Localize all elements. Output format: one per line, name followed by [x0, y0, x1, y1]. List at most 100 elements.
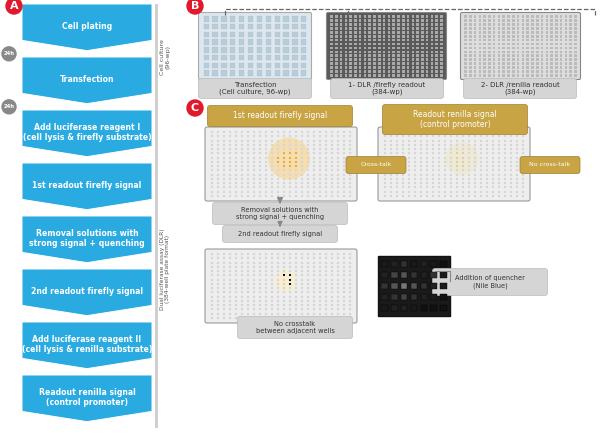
Bar — [474, 19, 476, 22]
Bar — [283, 161, 285, 163]
Bar — [521, 66, 524, 69]
Bar — [295, 317, 297, 319]
Bar — [407, 47, 409, 49]
Bar — [289, 283, 291, 285]
Bar — [392, 58, 395, 61]
Bar — [497, 74, 500, 77]
Bar — [368, 31, 371, 34]
Bar — [555, 35, 558, 37]
Bar — [502, 47, 505, 49]
Bar — [331, 274, 333, 276]
Bar — [407, 74, 409, 77]
FancyBboxPatch shape — [346, 157, 406, 174]
Bar — [390, 174, 392, 176]
Bar — [247, 296, 249, 298]
Bar — [426, 70, 428, 73]
Bar — [402, 161, 404, 163]
Bar — [517, 74, 520, 77]
Bar — [283, 148, 285, 150]
Bar — [253, 195, 255, 197]
Bar — [266, 32, 271, 37]
Bar — [402, 169, 404, 171]
Bar — [469, 39, 472, 41]
Bar — [331, 308, 333, 310]
Bar — [271, 169, 273, 171]
Bar — [390, 148, 392, 150]
Polygon shape — [22, 4, 152, 51]
Bar — [504, 165, 506, 167]
Bar — [438, 148, 440, 150]
Bar — [474, 174, 476, 176]
Bar — [574, 39, 577, 41]
Bar — [223, 165, 225, 167]
Bar — [438, 140, 440, 142]
Bar — [541, 39, 544, 41]
Bar — [531, 27, 534, 30]
Bar — [277, 182, 279, 184]
Bar — [335, 47, 338, 49]
Bar — [337, 291, 339, 293]
Bar — [271, 283, 273, 285]
Circle shape — [2, 100, 16, 114]
Bar — [301, 165, 303, 167]
Bar — [325, 287, 327, 289]
Bar — [497, 51, 500, 53]
Bar — [331, 140, 333, 142]
Bar — [462, 191, 464, 193]
Bar — [289, 157, 291, 159]
Bar — [411, 305, 417, 311]
Bar — [550, 35, 553, 37]
Bar — [560, 58, 562, 61]
Bar — [349, 58, 352, 61]
Bar — [483, 39, 486, 41]
Bar — [431, 31, 433, 34]
Bar — [343, 287, 345, 289]
FancyBboxPatch shape — [331, 78, 443, 99]
Bar — [271, 178, 273, 180]
Bar — [421, 74, 424, 77]
Bar — [223, 287, 225, 289]
Bar — [431, 66, 433, 69]
Bar — [337, 258, 339, 259]
Bar — [421, 272, 427, 278]
Bar — [479, 62, 481, 65]
Bar — [337, 317, 339, 319]
Bar — [229, 262, 231, 264]
Bar — [330, 58, 333, 61]
Bar — [502, 62, 505, 65]
Bar — [407, 62, 409, 65]
Bar — [502, 31, 505, 34]
Bar — [271, 140, 273, 142]
Bar — [545, 15, 548, 18]
Bar — [416, 74, 419, 77]
Bar — [275, 70, 280, 75]
Bar — [560, 62, 562, 65]
Bar — [504, 195, 506, 197]
Bar — [402, 39, 404, 41]
Bar — [560, 39, 562, 41]
Bar — [319, 178, 321, 180]
Bar — [277, 291, 279, 293]
Bar — [335, 43, 338, 45]
Bar — [307, 287, 309, 289]
Bar — [277, 178, 279, 180]
Bar — [277, 296, 279, 298]
Bar — [493, 58, 496, 61]
Bar — [426, 47, 428, 49]
Bar — [468, 140, 470, 142]
Bar — [550, 70, 553, 73]
Bar — [223, 270, 225, 272]
Bar — [301, 47, 307, 52]
Bar — [295, 283, 297, 285]
Bar — [492, 191, 494, 193]
Bar — [486, 153, 488, 154]
Bar — [229, 253, 231, 255]
Bar — [468, 195, 470, 197]
Bar — [384, 178, 386, 180]
Bar — [493, 66, 496, 69]
Bar — [253, 279, 255, 281]
Bar — [397, 23, 400, 26]
Bar — [257, 47, 262, 52]
Bar — [217, 178, 219, 180]
Bar — [462, 157, 464, 159]
